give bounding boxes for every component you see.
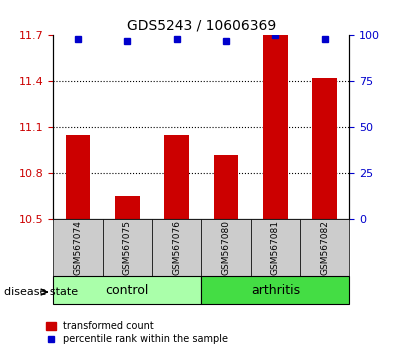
FancyBboxPatch shape: [251, 219, 300, 276]
Bar: [164, 135, 189, 219]
FancyBboxPatch shape: [53, 276, 201, 304]
FancyBboxPatch shape: [300, 219, 349, 276]
FancyBboxPatch shape: [201, 219, 251, 276]
Title: GDS5243 / 10606369: GDS5243 / 10606369: [127, 19, 276, 33]
Bar: [66, 135, 90, 219]
Text: GSM567080: GSM567080: [222, 220, 231, 275]
Bar: [115, 196, 140, 219]
Text: GSM567082: GSM567082: [320, 220, 329, 275]
Bar: [263, 35, 288, 219]
Bar: [214, 155, 238, 219]
FancyBboxPatch shape: [53, 219, 103, 276]
Bar: [312, 78, 337, 219]
FancyBboxPatch shape: [201, 276, 349, 304]
Legend: transformed count, percentile rank within the sample: transformed count, percentile rank withi…: [46, 321, 229, 344]
Text: GSM567076: GSM567076: [172, 220, 181, 275]
Text: arthritis: arthritis: [251, 284, 300, 297]
Text: disease state: disease state: [4, 287, 78, 297]
FancyBboxPatch shape: [152, 219, 201, 276]
Text: GSM567081: GSM567081: [271, 220, 280, 275]
Text: GSM567075: GSM567075: [123, 220, 132, 275]
FancyBboxPatch shape: [103, 219, 152, 276]
Text: control: control: [106, 284, 149, 297]
Text: GSM567074: GSM567074: [74, 220, 83, 275]
